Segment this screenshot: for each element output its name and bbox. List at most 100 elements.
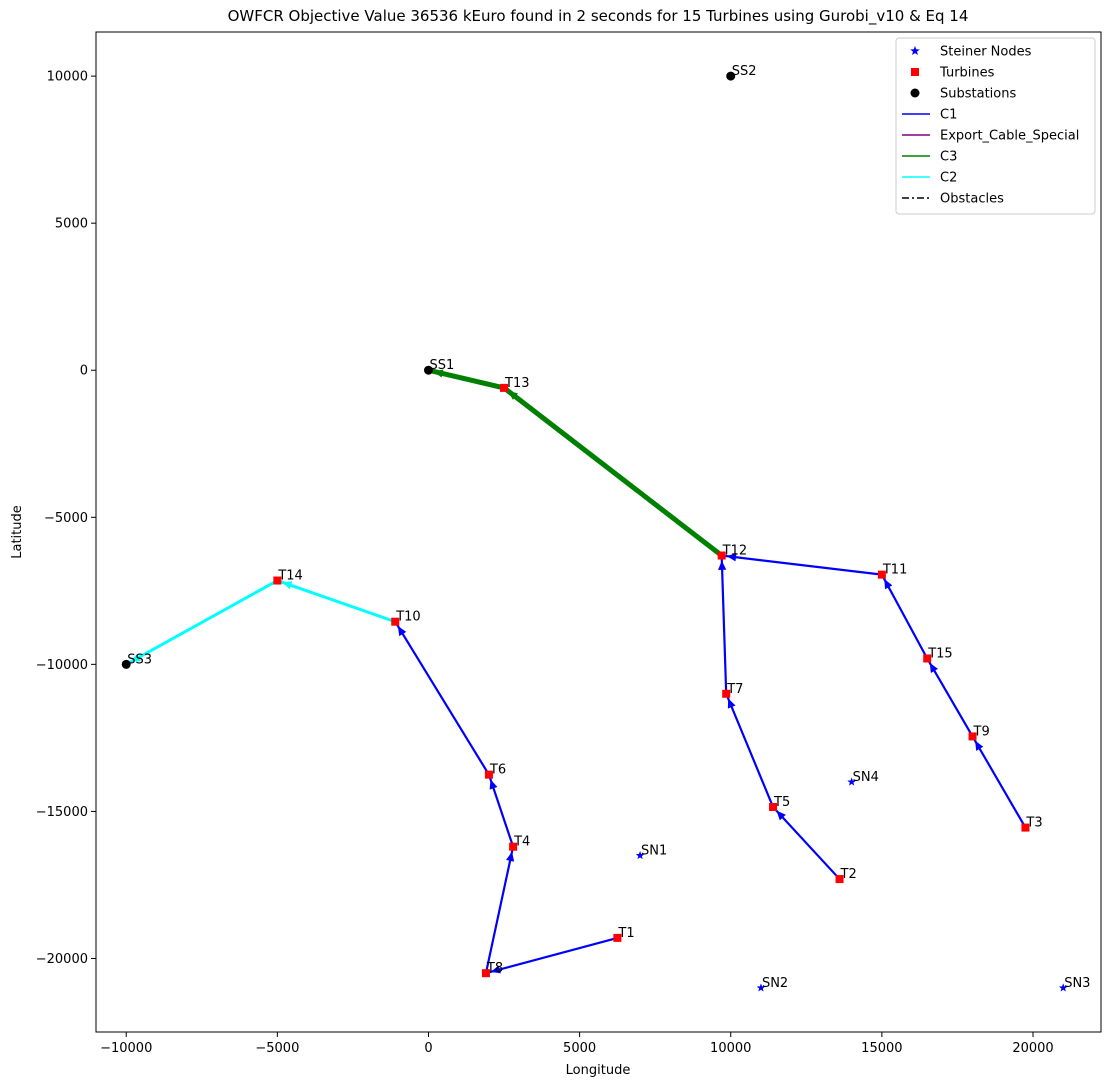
- y-tick-label: −5000: [44, 511, 88, 526]
- cable-arrow: [489, 779, 498, 790]
- y-tick-label: 0: [80, 364, 88, 379]
- legend-entry: Substations: [910, 87, 1016, 102]
- x-tick-label: −5000: [255, 1041, 299, 1056]
- cable-arrow: [718, 560, 727, 571]
- substation-label: SS3: [127, 652, 152, 667]
- substation-label: SS2: [732, 64, 757, 79]
- steiner-node-label: SN2: [762, 976, 788, 991]
- steiner-node-SN3: [1058, 983, 1068, 992]
- turbine-label: T10: [395, 610, 420, 625]
- x-axis: −10000 −5000 0 5000 10000 15000 20000: [100, 1032, 1054, 1056]
- cable-arrow: [397, 625, 407, 637]
- x-tick-label: 10000: [710, 1041, 751, 1056]
- turbine-T15: [923, 654, 932, 663]
- cable-arrow: [929, 662, 938, 673]
- turbine-T8: [481, 969, 490, 978]
- nodes-layer: [121, 71, 1068, 992]
- y-tick-label: −20000: [36, 952, 88, 967]
- y-tick-label: 5000: [55, 217, 88, 232]
- substation-SS1: [423, 365, 433, 375]
- cable-arrow: [130, 653, 141, 662]
- cable-C2-T14-SS3: [124, 579, 279, 666]
- legend-entry: Steiner Nodes: [910, 45, 1032, 60]
- legend-circle-icon: [910, 88, 920, 98]
- steiner-node-SN1: [635, 851, 645, 860]
- turbine-label: T8: [486, 961, 503, 976]
- cable-C1-T9-T15: [926, 657, 974, 738]
- y-tick-label: −15000: [36, 805, 88, 820]
- legend-square-icon: [911, 68, 919, 76]
- steiner-node-label: SN1: [641, 844, 667, 859]
- cable-C1-T7-T12: [720, 554, 728, 695]
- cable-C1-T3-T9: [971, 735, 1027, 829]
- cable-arrow: [726, 553, 737, 562]
- legend-label: C3: [940, 150, 957, 165]
- cable-arrow: [727, 698, 736, 709]
- cable-arrow: [776, 810, 786, 821]
- steiner-node-SN2: [756, 983, 766, 992]
- legend-entry: Obstacles: [902, 192, 1004, 207]
- legend-label: Substations: [940, 87, 1016, 102]
- turbine-label: T11: [882, 563, 907, 578]
- turbine-label: T13: [504, 376, 529, 391]
- cable-arrow: [975, 740, 984, 751]
- turbine-label: T14: [277, 569, 302, 584]
- cable-C1-T1-T8: [484, 936, 619, 975]
- legend-label: Steiner Nodes: [940, 45, 1032, 60]
- substation-SS3: [121, 659, 131, 669]
- substation-label: SS1: [429, 358, 454, 373]
- legend: Steiner Nodes Turbines Substations C1 Export…: [895, 37, 1096, 215]
- x-axis-label: Longitude: [566, 1063, 631, 1078]
- y-tick-label: 10000: [47, 70, 88, 85]
- cable-arrow: [506, 851, 515, 862]
- chart-title: OWFCR Objective Value 36536 kEuro found …: [228, 7, 969, 26]
- turbine-T12: [717, 551, 726, 560]
- cable-arrow: [433, 369, 444, 378]
- cable-C1-T15-T11: [880, 573, 929, 660]
- steiner-node-SN4: [847, 777, 856, 786]
- x-tick-label: −10000: [100, 1041, 152, 1056]
- legend-label: C2: [940, 171, 957, 186]
- y-axis-label: Latitude: [10, 505, 25, 559]
- cable-C1-T11-T12: [720, 554, 883, 576]
- legend-label: Turbines: [939, 66, 995, 81]
- cable-C1-T5-T7: [725, 692, 775, 809]
- cable-C3-T12-T13: [501, 385, 725, 559]
- cable-arrow: [490, 965, 501, 974]
- cable-arrow: [884, 579, 893, 590]
- turbine-label: T4: [513, 835, 530, 850]
- legend-label: Export_Cable_Special: [940, 129, 1079, 144]
- legend-entry: C1: [902, 108, 957, 123]
- legend-box: [895, 37, 1096, 215]
- steiner-node-label: SN4: [853, 770, 879, 785]
- legend-label: Obstacles: [940, 192, 1004, 207]
- x-tick-label: 15000: [861, 1041, 902, 1056]
- cable-arrow: [508, 390, 518, 400]
- turbine-T9: [968, 732, 977, 741]
- cable-C1-T6-T10: [394, 620, 491, 776]
- legend-entry: C3: [902, 150, 957, 165]
- turbine-T7: [722, 689, 731, 698]
- x-tick-label: 5000: [563, 1041, 596, 1056]
- turbine-T5: [769, 803, 778, 811]
- turbine-label: T2: [840, 867, 857, 882]
- turbine-T14: [273, 576, 282, 585]
- turbine-label: T15: [927, 646, 952, 661]
- turbine-T3: [1021, 823, 1030, 832]
- turbine-T10: [391, 617, 400, 626]
- node-labels-layer: SN1 SN2 SN3 SN4 T1 T2 T3 T4 T5 T6 T7 T8 T9 T10 T11 T12 T…: [127, 64, 1090, 991]
- steiner-node-label: SN3: [1064, 976, 1090, 991]
- turbine-label: T5: [773, 795, 790, 810]
- turbine-label: T9: [973, 724, 990, 739]
- cable-arrow: [282, 581, 293, 590]
- y-axis: −20000 −15000 −10000 −5000 0 5000 10000: [36, 70, 96, 967]
- cable-C1-T8-T4: [484, 845, 515, 975]
- legend-entry: C2: [902, 171, 957, 186]
- cable-C1-T2-T5: [771, 805, 841, 881]
- turbine-T6: [484, 770, 493, 779]
- cables-layer: [124, 367, 1027, 975]
- turbine-T2: [835, 875, 844, 884]
- turbine-label: T7: [726, 682, 743, 697]
- x-tick-label: 0: [424, 1041, 432, 1056]
